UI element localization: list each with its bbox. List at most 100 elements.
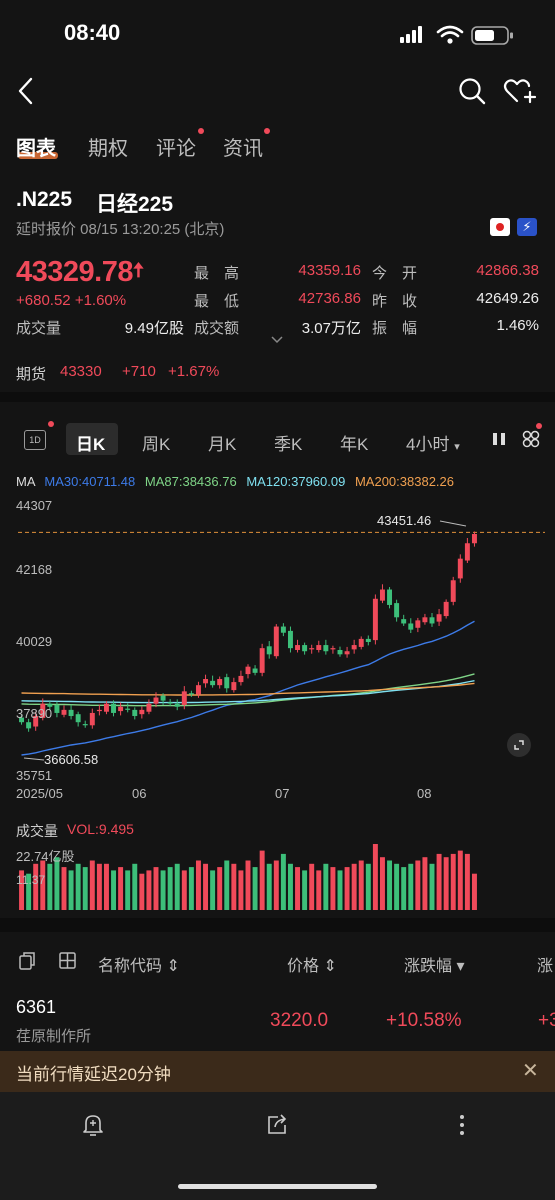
period-month[interactable]: 月K	[208, 435, 237, 454]
volume-bar	[96, 863, 102, 910]
volume-chart[interactable]	[0, 840, 555, 912]
row-extra: +3	[538, 1010, 555, 1031]
candle	[224, 673, 230, 693]
volume-bar	[153, 867, 159, 910]
candle	[464, 537, 470, 563]
candle	[75, 711, 81, 727]
candle	[195, 681, 201, 698]
candlestick-chart[interactable]	[0, 490, 555, 810]
candle	[295, 639, 301, 653]
search-icon[interactable]	[457, 76, 487, 106]
volume-bar	[188, 867, 194, 910]
volume-bar	[344, 867, 350, 910]
x-tick-label: 07	[275, 786, 290, 801]
candle	[132, 707, 138, 720]
futures-price[interactable]: 43330	[60, 363, 102, 380]
row-stock-code: 6361	[16, 997, 57, 1017]
signal-icon	[400, 26, 422, 43]
tab-news[interactable]: 资讯	[223, 138, 263, 160]
period-4h[interactable]: 4小时 ▾	[406, 435, 460, 454]
period-year[interactable]: 年K	[340, 435, 369, 454]
volume-bar	[372, 844, 378, 910]
section-divider	[0, 918, 555, 932]
volume-bar	[82, 867, 88, 910]
volume-bar	[160, 870, 166, 910]
volume-bar	[295, 867, 301, 910]
back-icon[interactable]	[14, 76, 38, 106]
candle	[54, 701, 60, 718]
tab-chart[interactable]: 图表	[16, 138, 56, 160]
close-icon[interactable]: ✕	[522, 1060, 539, 1082]
sort-extra-header[interactable]: 涨	[537, 958, 554, 975]
price-alert-icon[interactable]	[80, 1112, 106, 1138]
volume-bar	[111, 870, 117, 910]
comments-notification-dot	[198, 128, 204, 134]
candle	[82, 720, 88, 728]
volume-bar	[401, 867, 407, 910]
status-icons	[400, 25, 513, 45]
indicators-grid-icon[interactable]	[522, 430, 540, 448]
x-tick-label: 06	[132, 786, 147, 801]
copy-icon[interactable]	[18, 951, 38, 971]
status-time: 08:40	[64, 20, 121, 45]
sort-change-header[interactable]: 涨跌幅 ▾	[404, 958, 465, 975]
volume-bar	[408, 863, 414, 910]
volume-bar	[429, 863, 435, 910]
candle	[316, 640, 322, 653]
row-price: 3220.0	[270, 1010, 329, 1031]
candle-style-icon[interactable]	[490, 430, 508, 448]
volume-bar	[61, 867, 67, 910]
candle	[379, 584, 385, 604]
volume-bar	[436, 853, 442, 910]
expand-chevron-icon[interactable]	[271, 336, 283, 344]
period-week[interactable]: 周K	[142, 435, 171, 454]
volume-bar	[238, 870, 244, 910]
volume-bar	[125, 870, 131, 910]
ma200-value: MA200:38382.26	[354, 474, 454, 489]
volume-value: 9.49亿股	[124, 320, 184, 337]
volume-max-label: 22.74亿股	[16, 849, 75, 864]
volume-bar	[231, 863, 237, 910]
wifi-icon	[436, 25, 464, 38]
candle	[61, 705, 67, 718]
delay-banner	[0, 1051, 555, 1092]
more-icon[interactable]	[452, 1112, 472, 1138]
sort-price-header[interactable]: 价格 ⇕	[287, 958, 337, 975]
tab-comments[interactable]: 评论	[156, 138, 196, 160]
volume-bar	[302, 870, 308, 910]
ma30-value: MA30:40711.48	[44, 474, 136, 489]
period-quarter[interactable]: 季K	[274, 435, 303, 454]
period-day[interactable]: 日K	[76, 435, 106, 454]
volume-bar	[252, 867, 258, 910]
volume-bar	[54, 857, 60, 910]
tab-options[interactable]: 期权	[88, 138, 128, 160]
candle	[252, 665, 258, 676]
prev-close-value: 42649.26	[476, 290, 539, 307]
candle	[422, 613, 428, 625]
favorite-add-icon[interactable]	[503, 76, 539, 106]
amplitude-value: 1.46%	[496, 317, 539, 334]
symbol-code: .N225	[16, 188, 73, 211]
candle	[358, 636, 364, 650]
period-1d-icon[interactable]: 1D	[24, 430, 46, 450]
prev-close-label: 昨 收	[372, 293, 418, 310]
volume-bar	[118, 867, 124, 910]
amplitude-label: 振 幅	[372, 320, 418, 337]
candle	[330, 645, 336, 654]
futures-change-pct: +1.67%	[168, 363, 220, 380]
fullscreen-button[interactable]	[507, 733, 531, 757]
candle	[139, 706, 145, 719]
turnover-value: 3.07万亿	[301, 320, 361, 337]
candle	[26, 718, 32, 732]
min-annotation-leader	[23, 757, 45, 761]
share-icon[interactable]	[264, 1112, 290, 1138]
news-notification-dot	[264, 128, 270, 134]
sort-name-header[interactable]: 名称代码 ⇕	[98, 958, 180, 975]
candle	[471, 531, 477, 547]
price-change: +680.52 +1.60%	[16, 292, 127, 309]
flash-icon[interactable]: ⚡	[517, 218, 537, 236]
candle	[372, 594, 378, 645]
symbol-name: 日经225	[96, 193, 174, 216]
grid-view-icon[interactable]	[58, 951, 78, 971]
volume-bar	[132, 863, 138, 910]
